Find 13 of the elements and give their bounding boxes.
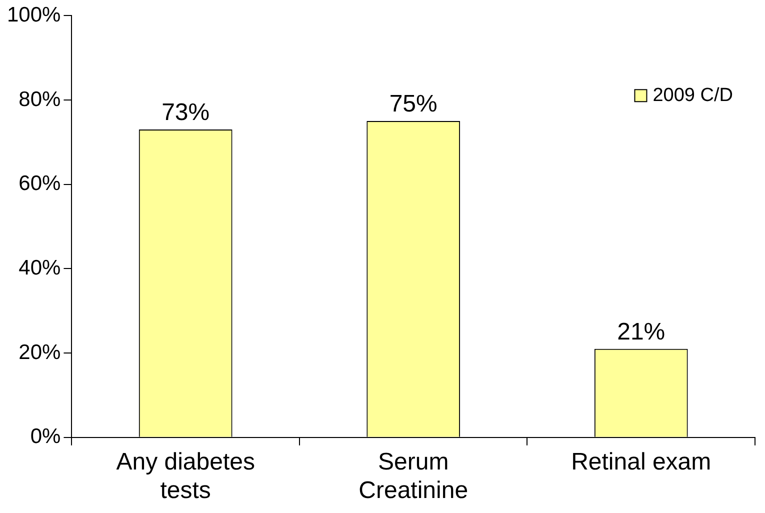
y-tick-label: 60% [18,172,61,196]
x-tick-label: Any diabetes tests [116,448,255,504]
y-tick-label: 80% [18,88,61,111]
y-tick-label: 40% [18,256,61,280]
y-tick-label: 100% [6,3,61,26]
text: 75% [389,90,438,118]
y-tick-label: 20% [18,340,61,364]
x-tick-label: Serum Creatinine [358,448,468,504]
x-tick-label: Retinal exam [571,448,712,476]
text: 73% [162,99,210,126]
y-tick-label: 0% [30,425,61,448]
legend-label: 2009 C/D [652,84,734,106]
text: 21% [617,318,666,346]
